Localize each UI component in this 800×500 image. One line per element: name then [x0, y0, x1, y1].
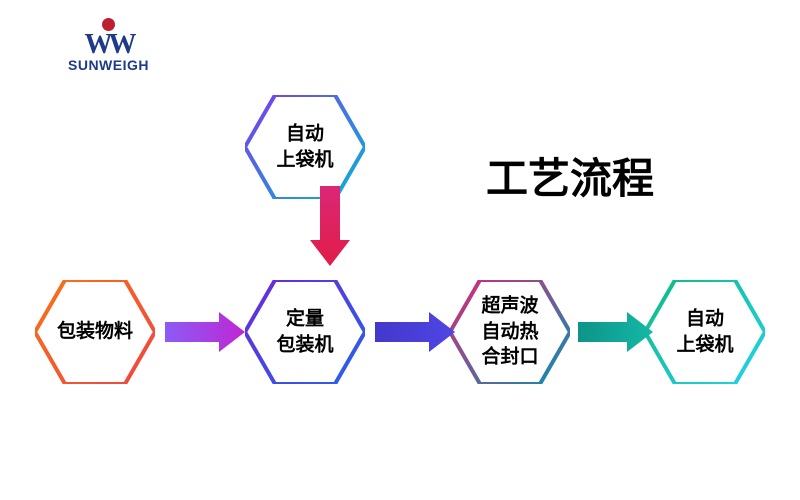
flow-node-n1: 包装物料: [35, 280, 155, 384]
logo: WW SUNWEIGH: [68, 18, 149, 73]
flow-node-n2: 自动上袋机: [245, 95, 365, 199]
flow-node-label: 包装物料: [57, 319, 133, 345]
flow-node-label: 超声波自动热合封口: [481, 294, 538, 371]
flow-node-n3: 定量包装机: [245, 280, 365, 384]
page-title: 工艺流程: [486, 145, 654, 206]
flow-arrow-a3: [375, 310, 457, 354]
flow-node-n4: 超声波自动热合封口: [450, 280, 570, 384]
flow-arrow-a4: [578, 310, 655, 354]
flow-node-label: 定量包装机: [276, 306, 333, 357]
flow-node-label: 自动上袋机: [676, 306, 733, 357]
flow-node-n5: 自动上袋机: [645, 280, 765, 384]
flow-arrow-a2: [308, 186, 352, 268]
flow-arrow-a1: [165, 310, 247, 354]
flow-node-label: 自动上袋机: [276, 121, 333, 172]
logo-w: WW: [68, 32, 149, 57]
logo-brand: SUNWEIGH: [68, 57, 149, 73]
